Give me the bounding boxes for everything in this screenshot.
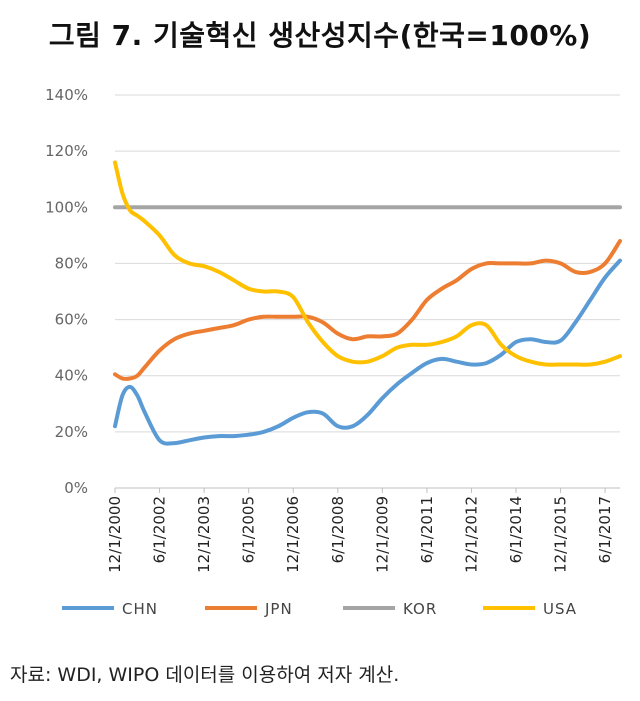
y-tick-label: 100% [45,198,88,216]
chart-title: 그림 7. 기술혁신 생산성지수(한국=100%) [48,19,592,52]
y-tick-label: 0% [64,479,88,497]
series-line-chn [113,258,622,446]
x-tick-label: 6/1/2011 [418,496,436,563]
x-tick-label: 12/1/2006 [284,496,302,573]
x-tick-label: 6/1/2017 [596,496,614,563]
x-tick-label: 12/1/2015 [552,496,570,573]
source-note: 자료: WDI, WIPO 데이터를 이용하여 저자 계산. [10,664,400,686]
y-tick-label: 140% [45,86,88,104]
legend-label-jpn: JPN [264,600,293,618]
legend-label-kor: KOR [403,600,437,618]
x-tick-label: 12/1/2009 [373,496,391,573]
y-tick-label: 20% [55,423,88,441]
x-tick-label: 12/1/2012 [462,496,480,573]
y-tick-label: 60% [55,311,88,329]
y-tick-label: 80% [55,254,88,272]
x-tick-label: 6/1/2014 [507,496,525,563]
legend-label-chn: CHN [122,600,158,618]
x-tick-label: 6/1/2002 [151,496,169,563]
x-tick-label: 6/1/2008 [329,496,347,563]
y-tick-label: 40% [55,367,88,385]
series-line-jpn [113,239,622,381]
line-chart: 0% 20% 40% 60% 80% 100% 120% 140% 12/1/2000 6/1/2… [45,86,622,618]
y-tick-label: 120% [45,142,88,160]
legend-label-usa: USA [543,600,577,618]
x-tick-label: 12/1/2003 [195,496,213,573]
x-tick-label: 6/1/2005 [240,496,258,563]
x-tick-label: 12/1/2000 [106,496,124,573]
series-line-usa [113,160,622,367]
